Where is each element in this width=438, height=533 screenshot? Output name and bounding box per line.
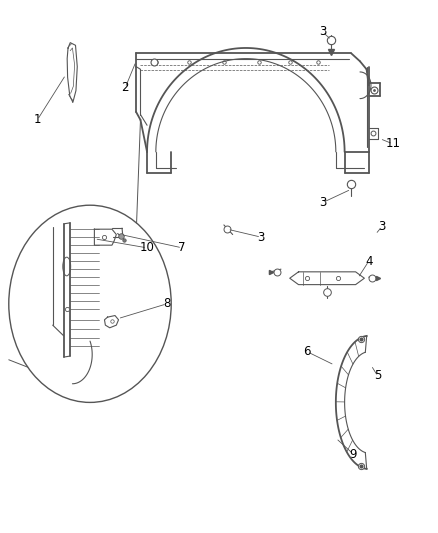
Text: 8: 8 <box>163 297 170 310</box>
Text: 3: 3 <box>318 26 325 38</box>
Text: 4: 4 <box>364 255 372 268</box>
Text: 6: 6 <box>303 345 311 358</box>
Text: 9: 9 <box>349 448 357 461</box>
Text: 1: 1 <box>33 114 41 126</box>
Text: 2: 2 <box>121 82 129 94</box>
Text: 5: 5 <box>373 369 380 382</box>
Text: 10: 10 <box>139 241 154 254</box>
Text: 3: 3 <box>378 220 385 233</box>
Text: 3: 3 <box>257 231 264 244</box>
Text: 7: 7 <box>178 241 186 254</box>
Text: 11: 11 <box>385 138 399 150</box>
Text: 3: 3 <box>318 196 325 209</box>
